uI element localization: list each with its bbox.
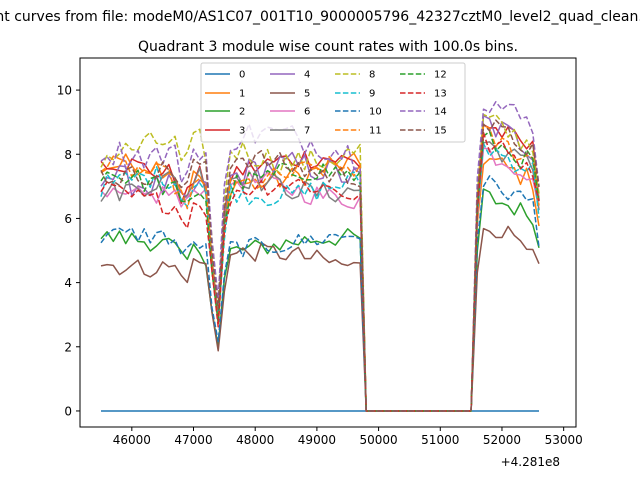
legend-label-8: 8 (369, 70, 375, 81)
legend-label-5: 5 (304, 89, 310, 100)
series-line-10 (100, 175, 540, 412)
legend-label-4: 4 (304, 70, 310, 81)
legend-label-12: 12 (434, 70, 447, 81)
x-tick-label: 48000 (236, 433, 274, 447)
legend-label-0: 0 (239, 70, 245, 81)
legend-label-13: 13 (434, 89, 447, 100)
x-offset-text: +4.281e8 (501, 455, 560, 469)
legend-label-6: 6 (304, 107, 310, 118)
x-tick-label: 47000 (174, 433, 212, 447)
series-layer (100, 101, 540, 412)
x-tick-label: 46000 (113, 433, 151, 447)
x-tick-label: 50000 (359, 433, 397, 447)
legend-label-1: 1 (239, 89, 245, 100)
chart-title: Quadrant 3 module wise count rates with … (138, 39, 518, 55)
x-tick-label: 53000 (545, 433, 583, 447)
series-line-14 (100, 101, 540, 412)
x-tick-label: 52000 (483, 433, 521, 447)
series-line-12 (100, 130, 540, 412)
x-tick-label: 51000 (421, 433, 459, 447)
legend-label-9: 9 (369, 89, 375, 100)
legend-label-11: 11 (369, 126, 382, 137)
y-tick-label: 10 (57, 84, 72, 98)
chart-suptitle: Light curves from file: modeM0/AS1C07_00… (0, 9, 640, 25)
x-tick-label: 49000 (298, 433, 336, 447)
legend-label-14: 14 (434, 107, 447, 118)
legend-label-10: 10 (369, 107, 382, 118)
legend-label-15: 15 (434, 126, 447, 137)
series-line-5 (100, 225, 540, 412)
series-line-13 (100, 131, 540, 412)
y-tick-label: 4 (64, 276, 72, 290)
series-line-15 (100, 119, 540, 412)
y-tick-label: 6 (64, 212, 72, 226)
y-tick-label: 0 (64, 404, 72, 418)
plot-frame (79, 57, 577, 428)
legend-label-3: 3 (239, 126, 245, 137)
tick-layer: 46000 47000 48000 49000 50000 51000 52000 53000… (57, 84, 583, 447)
legend-frame (200, 62, 466, 143)
y-tick-label: 2 (64, 340, 72, 354)
legend-label-7: 7 (304, 126, 310, 137)
legend-label-2: 2 (239, 107, 245, 118)
y-tick-label: 8 (64, 148, 72, 162)
